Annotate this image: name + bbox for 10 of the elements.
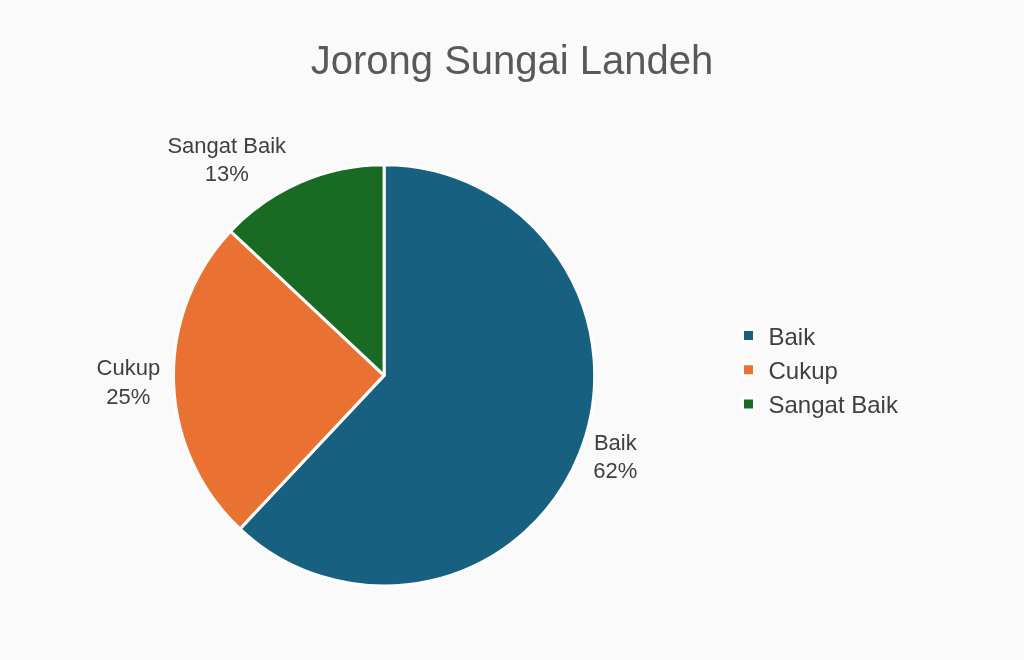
legend-label: Sangat Baik [768,391,899,419]
slice-label: Baik [593,429,638,455]
data-label: 13% [204,161,249,187]
slice-label: Sangat Baik [167,132,288,158]
slice-label: Cukup [96,355,161,381]
legend-label: Cukup [768,357,838,385]
chart-title: Jorong Sungai Landeh [310,38,714,83]
legend-label: Baik [768,322,817,350]
data-label: 25% [106,383,151,409]
data-label: 62% [593,458,638,484]
